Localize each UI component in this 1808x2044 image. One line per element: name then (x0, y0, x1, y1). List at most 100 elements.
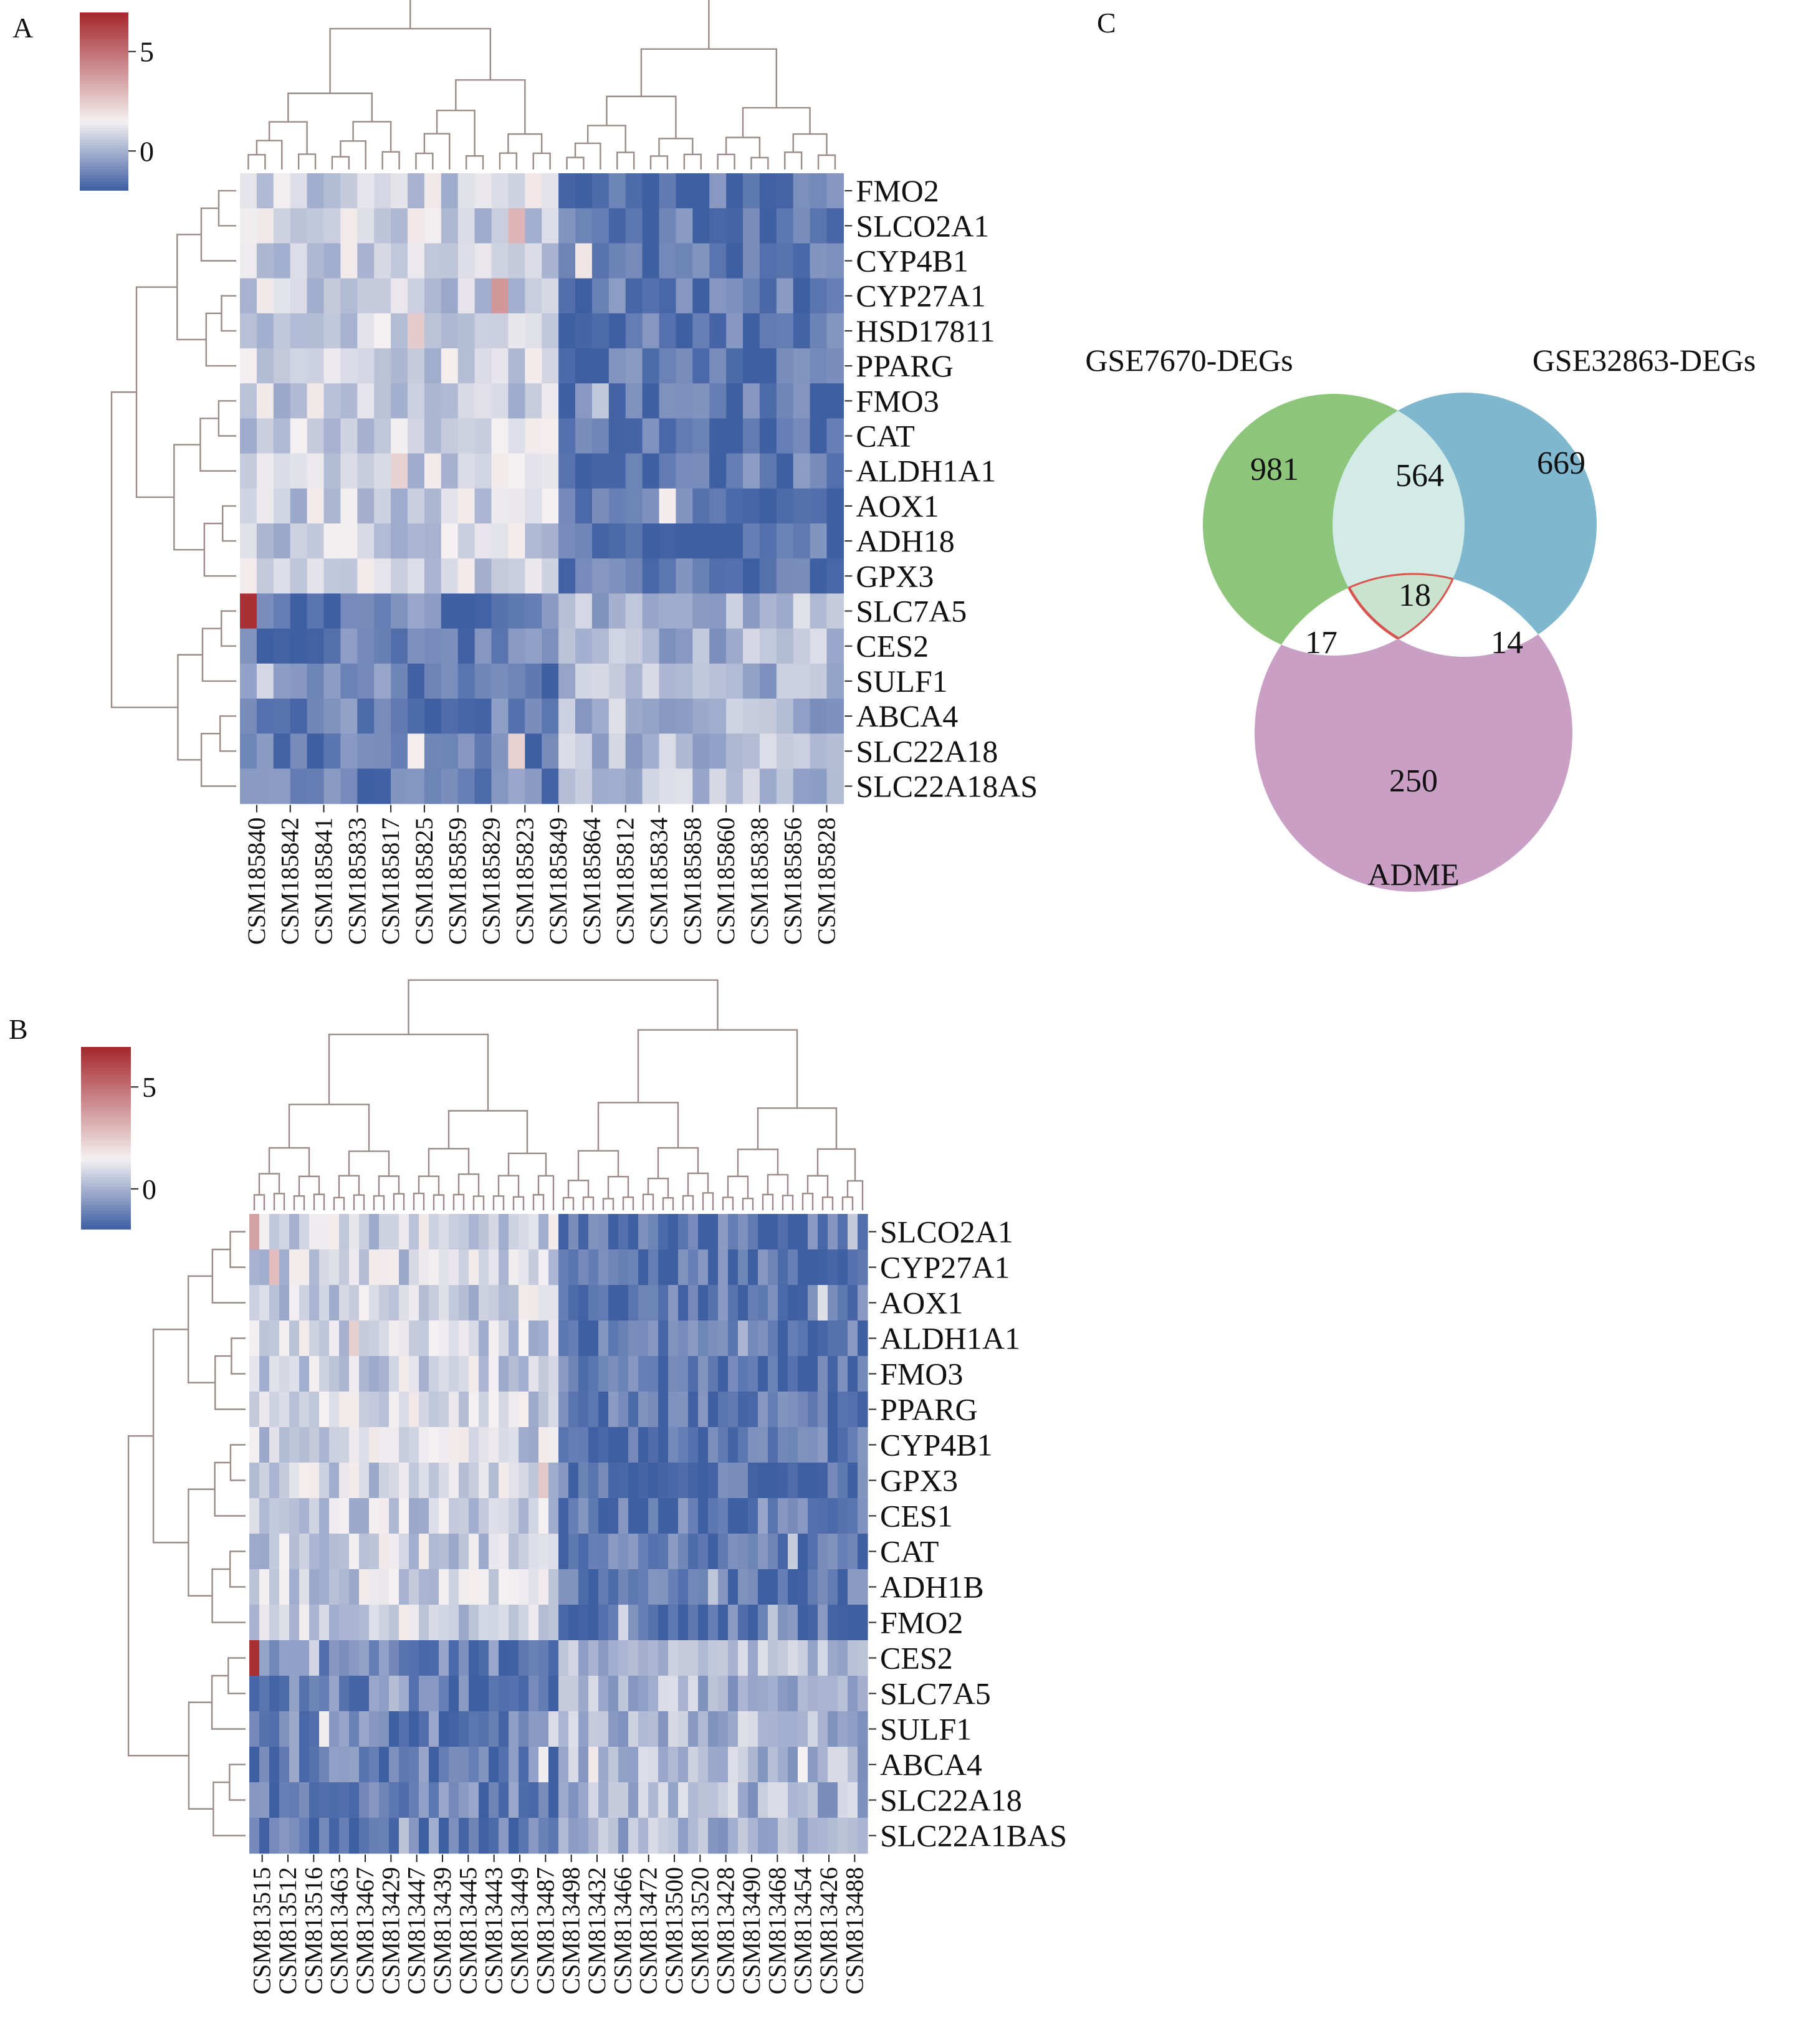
heatmap-cell (628, 1640, 639, 1676)
dendrogram-link (586, 125, 626, 153)
heatmap-cell (638, 1392, 649, 1428)
heatmap-cell (491, 768, 509, 805)
heatmap-cell (668, 1285, 679, 1321)
heatmap-cell (708, 1498, 719, 1534)
heatmap-cell (269, 1747, 280, 1783)
heatmap-cell (419, 1214, 429, 1250)
heatmap-cell (848, 1356, 858, 1392)
heatmap-cell (808, 1463, 818, 1499)
heatmap-cell (738, 1605, 749, 1641)
heatmap-cell (759, 173, 777, 209)
row-dendrogram-link (200, 208, 236, 262)
heatmap-cell (698, 1605, 709, 1641)
heatmap-cell (273, 243, 291, 279)
heatmap-cell (259, 1782, 270, 1818)
heatmap-cell (457, 488, 476, 524)
heatmap-cell (240, 418, 257, 454)
heatmap-cell (548, 1782, 559, 1818)
heatmap-cell (638, 1534, 649, 1570)
heatmap-cell (489, 1782, 499, 1818)
heatmap-cell (692, 488, 710, 524)
heatmap-cell (726, 663, 744, 699)
heatmap-cell (439, 1320, 449, 1357)
heatmap-cell (591, 663, 610, 699)
heatmap-cell (542, 523, 559, 559)
heatmap-cell (542, 768, 559, 805)
gene-label: CYP27A1 (880, 1250, 1010, 1285)
heatmap-cell (858, 1640, 868, 1676)
heatmap-cell (542, 488, 559, 524)
heatmap-cell (608, 558, 626, 594)
heatmap-cell (508, 523, 525, 559)
heatmap-cell (718, 1249, 729, 1286)
heatmap-cell (558, 1320, 569, 1357)
heatmap-cell (625, 243, 643, 279)
colorbar-segment (80, 21, 128, 25)
heatmap-cell (299, 1747, 310, 1783)
heatmap-cell (838, 1818, 848, 1854)
heatmap-cell (588, 1249, 599, 1286)
heatmap-cell (256, 663, 274, 699)
heatmap-cell (709, 523, 727, 559)
heatmap-cell (509, 1498, 519, 1534)
heatmap-cell (307, 383, 325, 419)
colorbar-segment (80, 65, 128, 70)
colorbar-segment (80, 116, 128, 120)
heatmap-cell (319, 1818, 330, 1854)
heatmap-cell (578, 1534, 589, 1570)
heatmap-cell (389, 1534, 399, 1570)
heatmap-cell (269, 1569, 280, 1605)
heatmap-cell (708, 1320, 719, 1357)
heatmap-cell (768, 1534, 778, 1570)
heatmap-cell (709, 699, 727, 734)
heatmap-cell (588, 1711, 599, 1747)
heatmap-cell (279, 1392, 290, 1428)
heatmap-cell (525, 768, 542, 805)
heatmap-cell (828, 1569, 838, 1605)
heatmap-cell (692, 348, 710, 384)
heatmap-cell (788, 1427, 798, 1463)
heatmap-cell (828, 1356, 838, 1392)
sample-label: CSM813447 (403, 1867, 431, 1995)
heatmap-cell (759, 278, 777, 314)
heatmap-cell (718, 1782, 729, 1818)
heatmap-cell (491, 593, 509, 629)
heatmap-cell (548, 1640, 559, 1676)
heatmap-cells (240, 173, 844, 805)
heatmap-cell (391, 208, 408, 244)
heatmap-cell (408, 453, 425, 489)
heatmap-cell (788, 1214, 798, 1250)
heatmap-cell (299, 1356, 310, 1392)
heatmap-cell (508, 733, 525, 769)
heatmap-cell (429, 1782, 439, 1818)
heatmap-cell (618, 1392, 629, 1428)
heatmap-cell (826, 733, 844, 769)
heatmap-cell (419, 1285, 429, 1321)
dendrogram-link (532, 152, 551, 170)
colorbar-segment (80, 98, 128, 102)
heatmap-cell (575, 768, 593, 805)
heatmap-cell (608, 383, 626, 419)
heatmap-cell (718, 1498, 729, 1534)
heatmap-cell (726, 488, 744, 524)
heatmap-cell (838, 1747, 848, 1783)
heatmap-cell (441, 628, 459, 664)
heatmap-cell (491, 348, 509, 384)
heatmap-cell (668, 1249, 679, 1286)
heatmap-cell (479, 1676, 489, 1712)
heatmap-cell (491, 173, 509, 209)
heatmap-cell (499, 1676, 509, 1712)
heatmap-cell (369, 1498, 380, 1534)
heatmap-cell (519, 1605, 529, 1641)
heatmap-cell (776, 418, 794, 454)
heatmap-cell (558, 243, 576, 279)
heatmap-cell (259, 1818, 270, 1854)
heatmap-cell (578, 1498, 589, 1534)
dendrogram-link (657, 1147, 699, 1179)
heatmap-cell (491, 278, 509, 314)
heatmap-cell (828, 1640, 838, 1676)
heatmap-cell (491, 243, 509, 279)
heatmap-cell (256, 313, 274, 349)
heatmap-cell (319, 1498, 330, 1534)
heatmap-cell (538, 1711, 549, 1747)
